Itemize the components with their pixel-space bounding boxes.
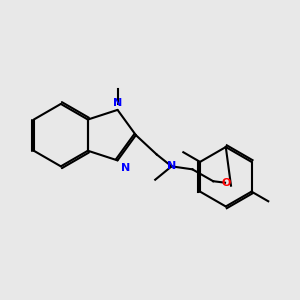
- Text: N: N: [113, 98, 122, 108]
- Text: N: N: [167, 161, 176, 171]
- Text: O: O: [222, 178, 231, 188]
- Text: N: N: [121, 164, 130, 173]
